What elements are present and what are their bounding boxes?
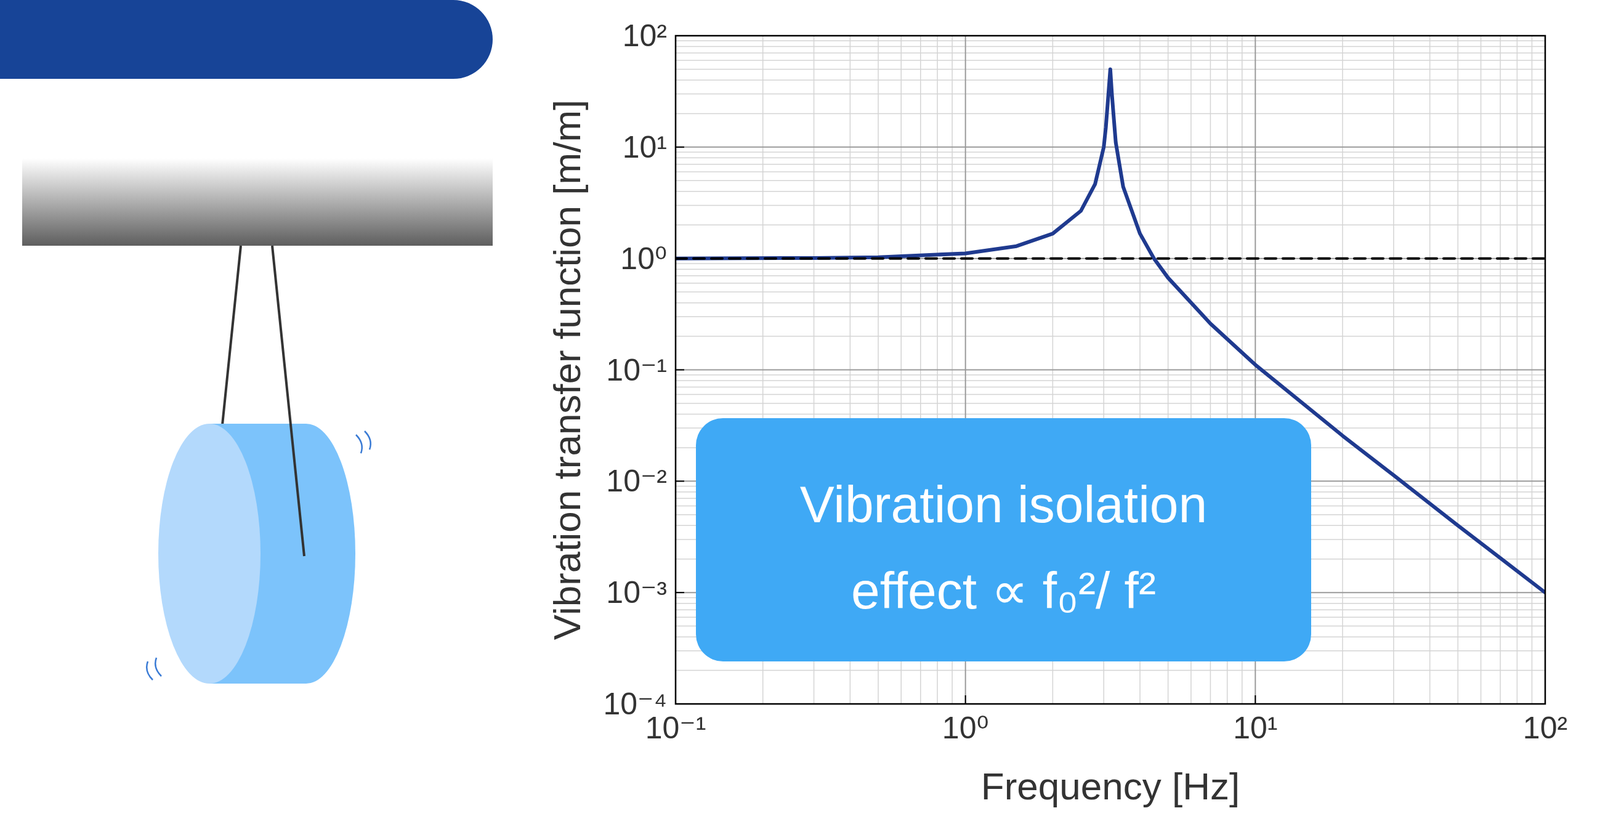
minor-grid-line xyxy=(675,386,1546,388)
y-tick-label: 10⁰ xyxy=(620,241,667,276)
minor-grid-line xyxy=(675,670,1546,672)
minor-grid-line xyxy=(675,268,1546,270)
pendulum-illustration xyxy=(0,0,493,684)
minor-grid-line xyxy=(675,205,1546,207)
minor-grid-line xyxy=(675,180,1546,182)
minor-grid-line xyxy=(675,224,1546,226)
annotation: Vibration isolation effect ∝ f₀²/ f² xyxy=(695,418,1312,662)
minor-grid-line xyxy=(675,282,1546,284)
annotation-text: Vibration isolation xyxy=(800,475,1208,534)
grid xyxy=(675,35,1546,704)
minor-grid-line xyxy=(675,113,1546,115)
x-axis-title: Frequency [Hz] xyxy=(981,764,1240,808)
x-tick xyxy=(965,695,967,704)
y-tick xyxy=(675,591,685,594)
minor-grid-line xyxy=(675,171,1546,173)
y-tick-label: 10⁻¹ xyxy=(606,352,667,388)
x-tick-label: 10¹ xyxy=(1232,710,1278,746)
grid-line xyxy=(675,146,1546,148)
minor-grid-line xyxy=(675,151,1546,153)
transfer-curve xyxy=(675,68,1546,593)
y-tick-label: 10⁻² xyxy=(606,463,667,499)
y-tick xyxy=(675,480,685,482)
motion-mark xyxy=(355,431,371,454)
minor-grid-line xyxy=(675,157,1546,159)
minor-grid-line xyxy=(675,40,1546,42)
x-tick xyxy=(674,695,677,704)
y-tick xyxy=(675,35,685,37)
minor-grid-line xyxy=(675,52,1546,54)
y-tick-label: 10⁻³ xyxy=(606,575,667,610)
support-beam xyxy=(22,158,493,246)
series-group xyxy=(675,68,1546,593)
y-tick xyxy=(675,146,685,148)
plot-area xyxy=(675,35,1546,704)
minor-grid-line xyxy=(675,190,1546,193)
y-axis-title: Vibration transfer function [m/m] xyxy=(545,99,589,641)
reference-line xyxy=(675,257,1546,260)
minor-grid-line xyxy=(675,46,1546,48)
minor-grid-line xyxy=(675,275,1546,277)
minor-grid-line xyxy=(675,374,1546,376)
y-tick-label: 10² xyxy=(622,18,667,53)
header-bar xyxy=(0,0,493,79)
plot-frame xyxy=(675,35,1546,704)
ticks: 10⁻¹10⁰10¹10²10⁻⁴10⁻³10⁻²10⁻¹10⁰10¹10² xyxy=(603,18,1568,746)
minor-grid-line xyxy=(675,379,1546,382)
annotation-text: effect ∝ f₀²/ f² xyxy=(851,561,1156,620)
figure: Vibration isolation effect ∝ f₀²/ f² 10⁻¹ 1… xyxy=(0,0,1600,816)
y-tick-label: 10¹ xyxy=(622,129,667,165)
minor-grid-line xyxy=(675,394,1546,396)
minor-grid-line xyxy=(675,163,1546,166)
y-tick xyxy=(675,703,685,705)
minor-grid-line xyxy=(675,413,1546,416)
x-tick xyxy=(1544,695,1546,704)
minor-grid-line xyxy=(675,291,1546,293)
mass-face xyxy=(158,423,261,684)
grid-line xyxy=(675,258,1546,260)
y-tick xyxy=(675,369,685,371)
minor-grid-line xyxy=(675,59,1546,61)
x-tick-label: 10⁰ xyxy=(942,710,990,746)
grid-line xyxy=(675,369,1546,371)
y-tick-label: 10⁻⁴ xyxy=(603,686,668,722)
x-tick xyxy=(1254,695,1256,704)
x-tick-label: 10² xyxy=(1523,710,1568,746)
minor-grid-line xyxy=(675,315,1546,318)
minor-grid-line xyxy=(675,302,1546,304)
wire xyxy=(222,245,241,425)
minor-grid-line xyxy=(675,262,1546,265)
y-tick xyxy=(675,258,685,260)
motion-mark xyxy=(146,657,162,680)
wire xyxy=(272,245,305,557)
annotation-box xyxy=(695,418,1312,662)
minor-grid-line xyxy=(675,335,1546,337)
minor-grid-line xyxy=(675,402,1546,405)
